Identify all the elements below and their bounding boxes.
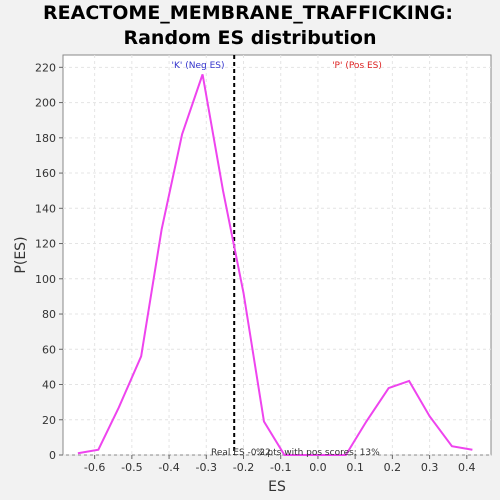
y-tick-label: 200: [35, 97, 56, 110]
plot-area: [62, 54, 492, 456]
y-tick-label: 20: [42, 414, 56, 427]
y-axis-label: P(ES): [13, 236, 29, 273]
chart-subtitle: Random ES distribution: [123, 27, 376, 49]
x-tick-label: -0.4: [158, 461, 179, 474]
x-tick-label: 0.4: [458, 461, 476, 474]
y-tick-label: 80: [42, 308, 56, 321]
pos-scores-annotation: % pts with pos scores: 13%: [256, 448, 380, 458]
y-tick-label: 60: [42, 343, 56, 356]
y-tick-label: 220: [35, 61, 56, 74]
y-tick-label: 140: [35, 202, 56, 215]
y-tick-label: 0: [49, 449, 56, 462]
chart-title: REACTOME_MEMBRANE_TRAFFICKING:: [43, 2, 453, 24]
y-tick-label: 100: [35, 273, 56, 286]
x-axis-ticks: -0.6 -0.5 -0.4 -0.3 -0.2 -0.1 0.0 0.1 0.2 0.3 0.4: [84, 455, 476, 474]
x-tick-label: -0.2: [233, 461, 254, 474]
y-tick-label: 160: [35, 167, 56, 180]
x-tick-label: 0.0: [309, 461, 327, 474]
x-axis-label: ES: [268, 479, 286, 495]
y-tick-label: 120: [35, 238, 56, 251]
neg-es-label: 'K' (Neg ES): [172, 61, 225, 71]
x-tick-label: -0.6: [84, 461, 105, 474]
x-tick-label: -0.5: [121, 461, 142, 474]
y-tick-label: 40: [42, 379, 56, 392]
x-tick-label: 0.1: [346, 461, 364, 474]
pos-es-label: 'P' (Pos ES): [332, 61, 382, 71]
x-tick-label: -0.1: [270, 461, 291, 474]
x-tick-label: -0.3: [196, 461, 217, 474]
grid-lines: [63, 55, 491, 456]
y-tick-label: 180: [35, 132, 56, 145]
real-es-annotation: Real ES -0.22: [211, 448, 271, 458]
y-axis-ticks: 0 20 40 60 80 100 120 140 160 180 200 220: [35, 61, 63, 462]
x-tick-label: 0.3: [421, 461, 439, 474]
series-line: [77, 74, 473, 456]
x-tick-label: 0.2: [384, 461, 402, 474]
